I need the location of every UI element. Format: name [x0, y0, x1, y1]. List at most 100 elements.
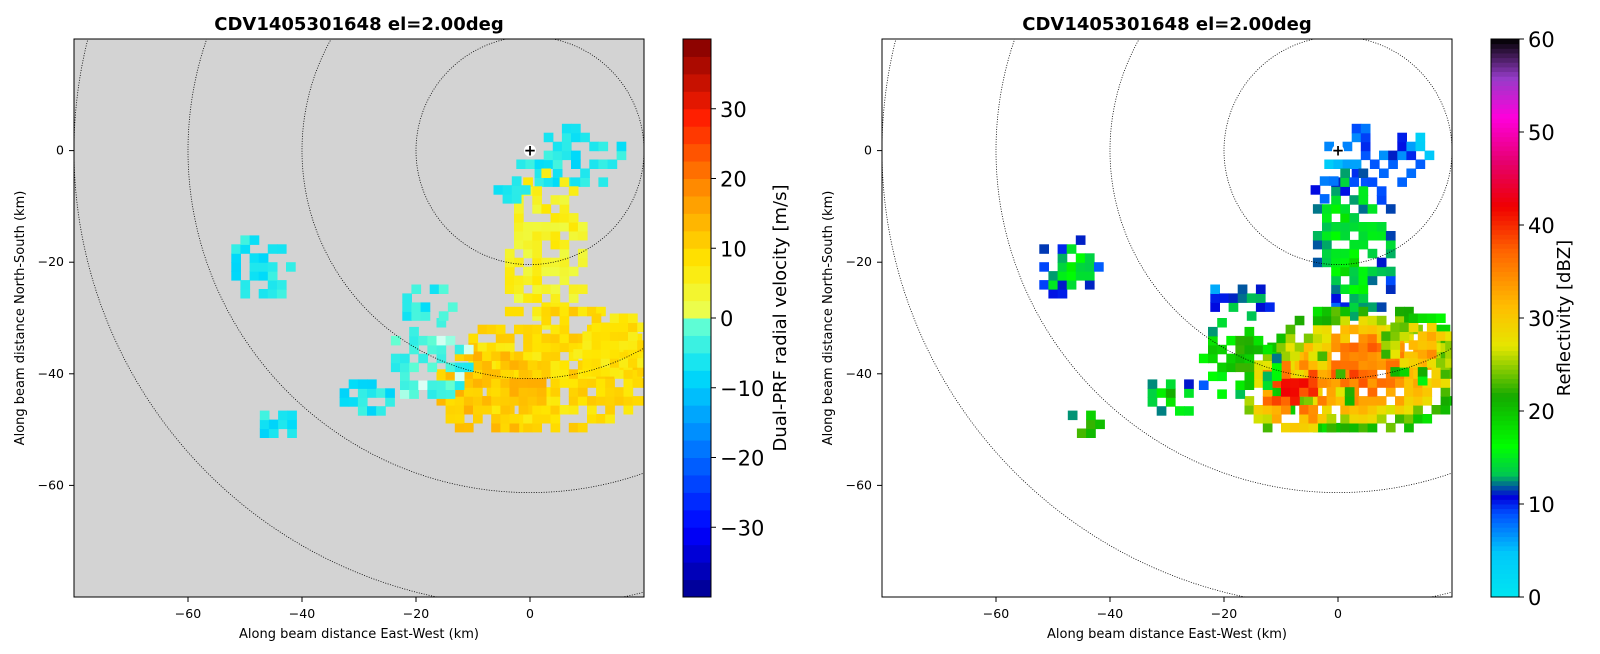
- echo-gate: [1299, 405, 1309, 415]
- echo-gate: [1331, 293, 1341, 303]
- echo-gate: [276, 280, 287, 290]
- colorbar-segment: [1491, 476, 1519, 482]
- colorbar-segment: [1491, 345, 1519, 352]
- echo-gate: [454, 405, 465, 415]
- echo-gate: [1075, 262, 1086, 272]
- echo-gate: [1349, 266, 1360, 277]
- echo-gate: [409, 344, 419, 355]
- colorbar-segment: [1491, 387, 1519, 393]
- echo-gate: [231, 271, 241, 281]
- echo-gate: [541, 342, 552, 353]
- echo-gate: [591, 313, 602, 323]
- echo-gate: [1349, 414, 1360, 424]
- echo-gate: [402, 293, 412, 303]
- echo-gate: [568, 422, 579, 433]
- echo-gate: [571, 177, 581, 187]
- colorbar-segment: [1491, 187, 1519, 193]
- colorbar-tick-label: 60: [1528, 28, 1555, 52]
- echo-gate: [1235, 389, 1246, 399]
- echo-gate: [1404, 387, 1414, 397]
- echo-gate: [1381, 349, 1391, 359]
- echo-gate: [532, 204, 542, 214]
- echo-gate: [1385, 405, 1396, 415]
- echo-gate: [1340, 324, 1350, 335]
- echo-gate: [532, 342, 542, 353]
- echo-gate: [491, 414, 501, 424]
- echo-gate: [1358, 414, 1369, 424]
- colorbar-segment: [1491, 169, 1519, 175]
- echo-gate: [1308, 378, 1319, 388]
- echo-gate: [651, 360, 661, 370]
- echo-gate: [609, 331, 620, 341]
- colorbar-segment: [683, 91, 711, 110]
- echo-gate: [436, 353, 447, 364]
- echo-gate: [486, 324, 497, 335]
- echo-gate: [582, 367, 593, 377]
- echo-gate: [532, 351, 542, 361]
- velocity-x-axis-label: Along beam distance East-West (km): [239, 627, 479, 642]
- echo-gate: [618, 340, 629, 350]
- echo-gate: [623, 396, 634, 406]
- colorbar-segment: [1491, 550, 1519, 556]
- colorbar-segment: [1491, 513, 1519, 519]
- echo-gate: [1326, 396, 1337, 406]
- echo-gate: [1367, 342, 1378, 353]
- echo-gate: [491, 351, 501, 361]
- colorbar-tick-label: 0: [1528, 586, 1541, 610]
- echo-gate: [1271, 405, 1282, 415]
- echo-gate: [1335, 396, 1346, 406]
- echo-gate: [1219, 293, 1230, 303]
- colorbar-segment: [1491, 313, 1519, 319]
- echo-gate: [1281, 360, 1291, 370]
- echo-gate: [1367, 231, 1378, 241]
- colorbar-tick-label: 30: [1528, 307, 1555, 331]
- echo-gate: [267, 244, 278, 254]
- echo-gate: [1262, 414, 1273, 424]
- echo-gate: [1376, 186, 1387, 196]
- echo-gate: [504, 248, 515, 259]
- echo-gate: [258, 262, 269, 272]
- echo-gate: [561, 141, 572, 152]
- echo-gate: [1322, 315, 1332, 326]
- echo-gate: [1349, 422, 1360, 433]
- echo-gate: [523, 293, 533, 303]
- colorbar-tick-label: −10: [720, 377, 764, 401]
- colorbar-segment: [1491, 164, 1519, 170]
- echo-gate: [436, 344, 447, 355]
- echo-gate: [400, 362, 410, 373]
- echo-gate: [1235, 362, 1246, 373]
- echo-gate: [559, 204, 570, 214]
- echo-gate: [1290, 422, 1300, 433]
- echo-gate: [1084, 280, 1095, 290]
- echo-gate: [1440, 405, 1451, 415]
- echo-gate: [559, 275, 570, 286]
- echo-gate: [1262, 387, 1273, 397]
- echo-gate: [504, 333, 515, 344]
- echo-gate: [559, 315, 570, 326]
- echo-gate: [495, 333, 506, 344]
- echo-gate: [1086, 410, 1096, 421]
- echo-gate: [1431, 369, 1442, 379]
- echo-gate: [1235, 335, 1246, 346]
- echo-gate: [1057, 262, 1068, 272]
- echo-gate: [1276, 333, 1287, 344]
- echo-gate: [1390, 349, 1401, 359]
- echo-gate: [1349, 248, 1360, 259]
- echo-gate: [1415, 132, 1426, 143]
- echo-gate: [267, 262, 278, 272]
- echo-gate: [1326, 387, 1337, 397]
- echo-gate: [1340, 342, 1350, 353]
- echo-gate: [518, 369, 529, 379]
- echo-gate: [1246, 293, 1257, 303]
- echo-gate: [504, 306, 515, 317]
- echo-gate: [1367, 333, 1378, 344]
- echo-gate: [249, 271, 260, 281]
- echo-gate: [1244, 362, 1255, 373]
- echo-gate: [1299, 378, 1309, 388]
- echo-gate: [609, 358, 620, 368]
- echo-gate: [491, 422, 501, 433]
- colorbar-tick-label: 20: [720, 168, 747, 192]
- echo-gate: [605, 387, 615, 397]
- echo-gate: [1349, 177, 1360, 187]
- range-ring: [1109, 39, 1452, 379]
